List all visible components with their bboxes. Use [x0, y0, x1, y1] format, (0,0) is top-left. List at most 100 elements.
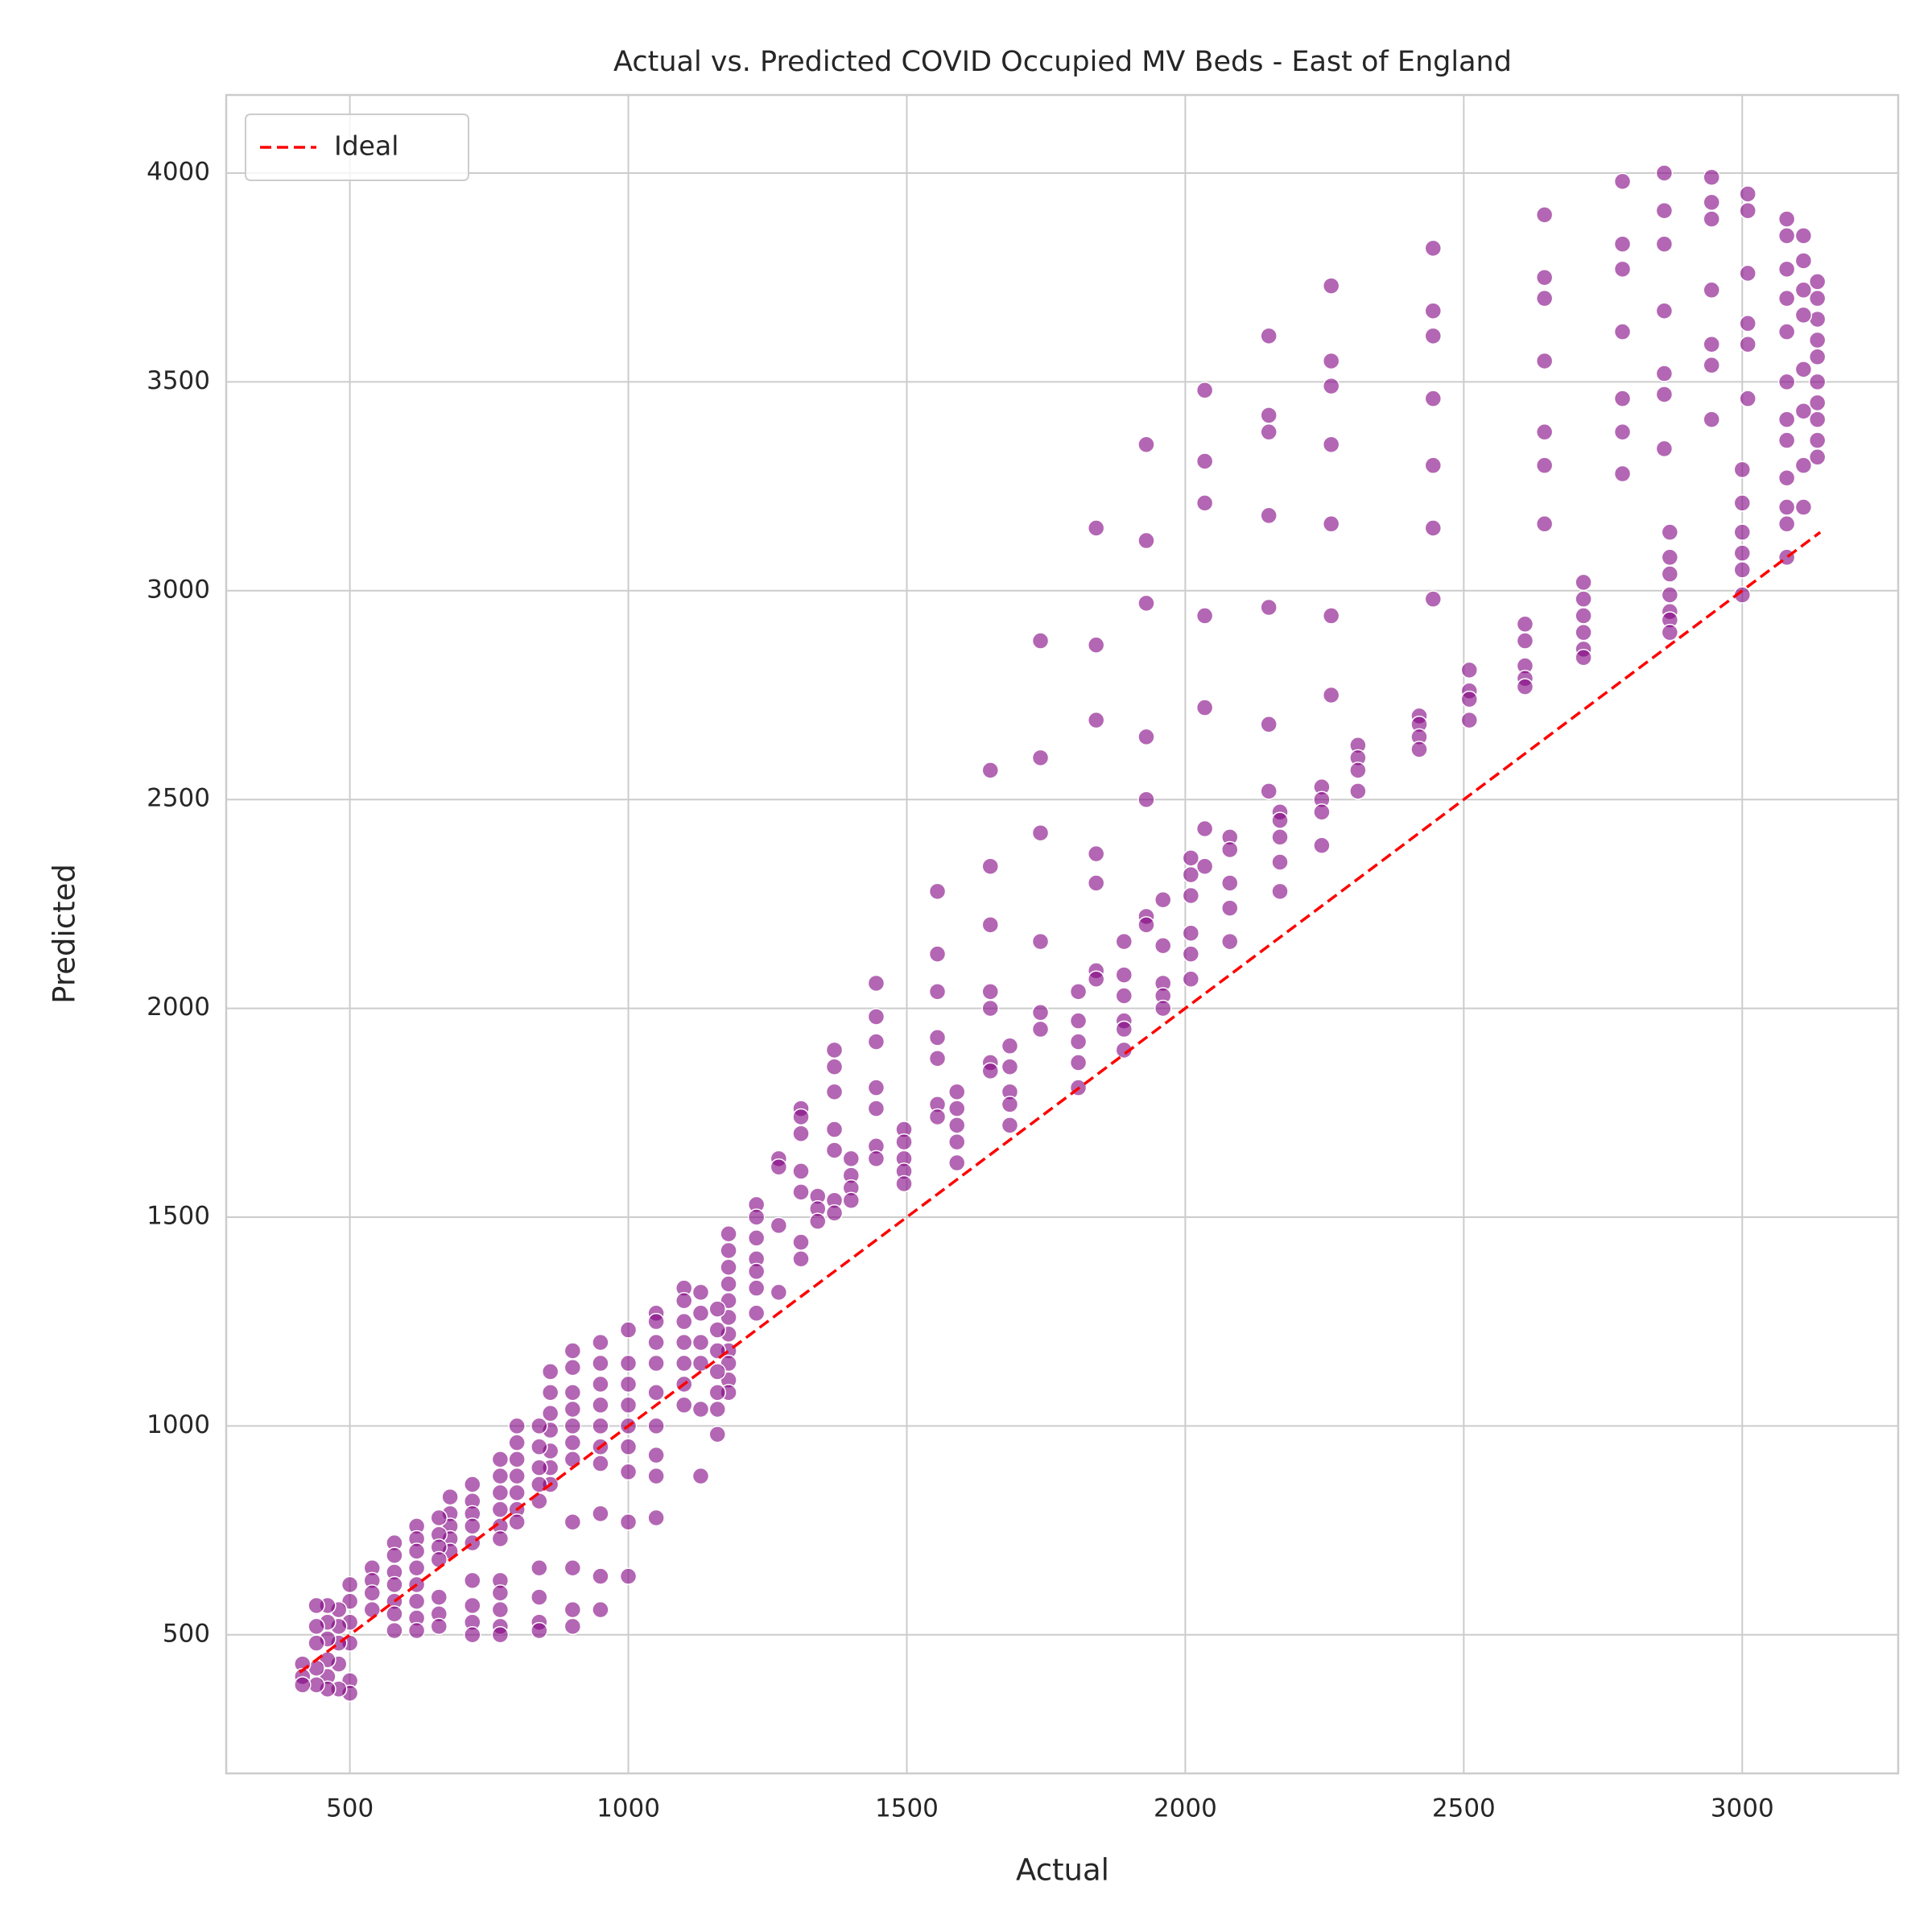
y-tick-label: 1500 — [147, 1201, 210, 1230]
point — [747, 1279, 766, 1297]
y-tick-label: 1000 — [147, 1410, 210, 1439]
point — [1808, 431, 1827, 449]
point — [1613, 323, 1632, 341]
ideal-line — [299, 530, 1822, 1674]
point — [564, 1384, 582, 1402]
point — [947, 1154, 966, 1172]
point — [1182, 945, 1200, 963]
point — [1322, 607, 1340, 625]
point — [1703, 281, 1720, 299]
point — [720, 1224, 737, 1243]
legend-box — [245, 114, 469, 181]
point — [647, 1417, 665, 1435]
point — [491, 1451, 510, 1468]
point — [792, 1108, 810, 1126]
point — [1777, 210, 1796, 228]
point — [720, 1275, 737, 1293]
point — [792, 1125, 810, 1142]
point — [1349, 782, 1367, 800]
point — [1575, 649, 1592, 667]
point — [1001, 1096, 1019, 1113]
point — [1739, 185, 1757, 203]
point — [619, 1354, 638, 1373]
point — [564, 1513, 582, 1531]
point — [592, 1333, 609, 1352]
point — [1195, 452, 1214, 470]
point — [842, 1191, 861, 1209]
point — [619, 1396, 638, 1414]
point — [1001, 1037, 1019, 1055]
point — [825, 1204, 844, 1222]
point — [592, 1455, 609, 1472]
point — [1031, 1004, 1050, 1022]
point — [1613, 464, 1632, 483]
point — [530, 1621, 548, 1640]
point — [564, 1617, 582, 1636]
point — [1661, 623, 1679, 642]
point — [1182, 970, 1200, 989]
point — [1322, 377, 1340, 395]
point — [825, 1083, 844, 1101]
point — [1655, 235, 1674, 253]
point — [1271, 853, 1289, 871]
point — [619, 1438, 638, 1456]
point — [867, 1033, 886, 1051]
point — [1001, 1117, 1019, 1134]
point — [1575, 607, 1592, 625]
y-tick-label: 500 — [163, 1619, 210, 1648]
point — [1271, 828, 1289, 846]
point — [491, 1626, 510, 1644]
point — [530, 1588, 548, 1606]
point — [1535, 289, 1554, 308]
point — [1001, 1058, 1019, 1075]
point — [1182, 886, 1200, 905]
point — [541, 1405, 559, 1422]
x-tick-label: 1500 — [875, 1794, 939, 1823]
point — [1535, 515, 1554, 533]
point — [1260, 782, 1278, 800]
point — [1087, 636, 1105, 654]
point — [747, 1304, 766, 1323]
point — [928, 945, 947, 963]
x-tick-label: 500 — [326, 1794, 374, 1823]
point — [491, 1467, 510, 1485]
point — [1703, 411, 1720, 428]
point — [1808, 289, 1827, 308]
point — [1613, 423, 1632, 441]
point — [1794, 456, 1813, 474]
point — [1137, 728, 1155, 746]
point — [1703, 193, 1720, 212]
point — [708, 1400, 726, 1418]
point — [1154, 999, 1172, 1018]
point — [1154, 890, 1172, 909]
point — [792, 1250, 810, 1268]
point — [1808, 411, 1827, 428]
point — [1794, 361, 1813, 378]
point — [1322, 686, 1340, 704]
point — [1703, 168, 1720, 186]
point — [647, 1354, 665, 1373]
point — [1031, 824, 1050, 842]
point — [619, 1321, 638, 1339]
point — [1087, 970, 1105, 989]
point — [770, 1158, 788, 1176]
point — [647, 1446, 665, 1464]
point — [1613, 260, 1632, 279]
point — [1260, 506, 1278, 525]
point — [308, 1596, 325, 1615]
point — [564, 1600, 582, 1619]
point — [1794, 252, 1813, 270]
point — [508, 1513, 526, 1531]
point — [947, 1133, 966, 1151]
point — [491, 1530, 510, 1548]
point — [1313, 836, 1331, 855]
point — [1349, 762, 1367, 779]
point — [407, 1592, 426, 1611]
point — [647, 1384, 665, 1402]
point — [430, 1509, 448, 1527]
point — [1087, 711, 1105, 729]
point — [1115, 987, 1133, 1005]
point — [1424, 519, 1443, 537]
point — [720, 1258, 737, 1276]
